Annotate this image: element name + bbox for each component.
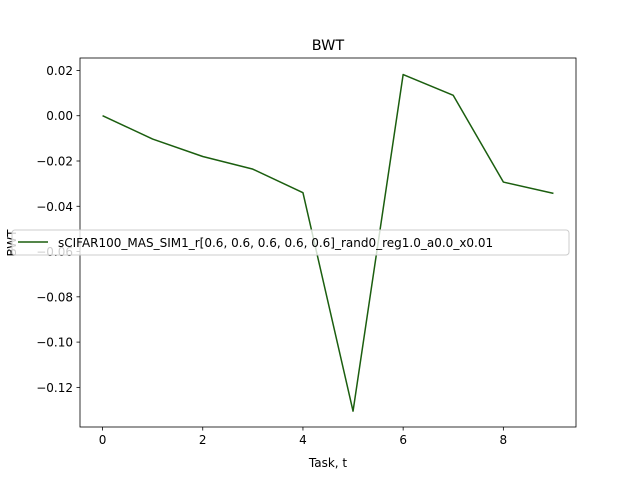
x-axis-title: Task, t	[308, 456, 348, 470]
y-tick-label: −0.04	[36, 200, 73, 214]
x-tick-label: 4	[299, 433, 307, 447]
x-axis-ticks: 0 2 4 6 8	[99, 427, 507, 447]
series-line	[102, 73, 554, 412]
y-tick-label: −0.08	[36, 290, 73, 304]
legend-label: sCIFAR100_MAS_SIM1_r[0.6, 0.6, 0.6, 0.6,…	[58, 236, 493, 250]
x-tick-label: 8	[500, 433, 508, 447]
x-tick-label: 6	[399, 433, 407, 447]
legend-box	[11, 229, 570, 256]
chart-title: BWT	[312, 38, 345, 54]
legend: sCIFAR100_MAS_SIM1_r[0.6, 0.6, 0.6, 0.6,…	[11, 229, 570, 256]
y-tick-label: −0.02	[36, 155, 73, 169]
y-tick-label: 0.00	[46, 109, 73, 123]
y-tick-label: −0.10	[36, 336, 73, 350]
x-tick-label: 0	[99, 433, 107, 447]
x-tick-label: 2	[199, 433, 207, 447]
y-tick-label: 0.02	[46, 64, 73, 78]
y-tick-label: −0.12	[36, 381, 73, 395]
